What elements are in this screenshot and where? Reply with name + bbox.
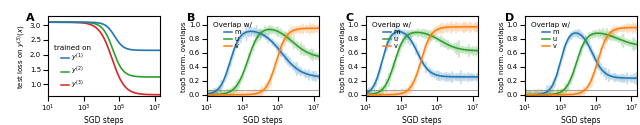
Text: B: B (187, 13, 195, 23)
Text: A: A (26, 13, 34, 23)
X-axis label: SGD steps: SGD steps (84, 116, 124, 125)
Legend: $y^{(1)}$, $y^{(2)}$, $y^{(3)}$: $y^{(1)}$, $y^{(2)}$, $y^{(3)}$ (54, 44, 92, 91)
Text: D: D (505, 13, 514, 23)
X-axis label: SGD steps: SGD steps (561, 116, 600, 125)
Y-axis label: top5 norm. overlaps: top5 norm. overlaps (499, 21, 505, 92)
Y-axis label: top5 norm. overlaps: top5 norm. overlaps (340, 21, 346, 92)
Legend: m, u, v: m, u, v (531, 21, 571, 50)
Text: C: C (346, 13, 354, 23)
Y-axis label: top5 norm. overlaps: top5 norm. overlaps (181, 21, 188, 92)
Y-axis label: test loss on $y^{(3)}(x)$: test loss on $y^{(3)}(x)$ (16, 24, 28, 89)
X-axis label: SGD steps: SGD steps (243, 116, 283, 125)
X-axis label: SGD steps: SGD steps (402, 116, 442, 125)
Legend: m, u, v: m, u, v (371, 21, 412, 50)
Legend: m, u, v: m, u, v (212, 21, 253, 50)
